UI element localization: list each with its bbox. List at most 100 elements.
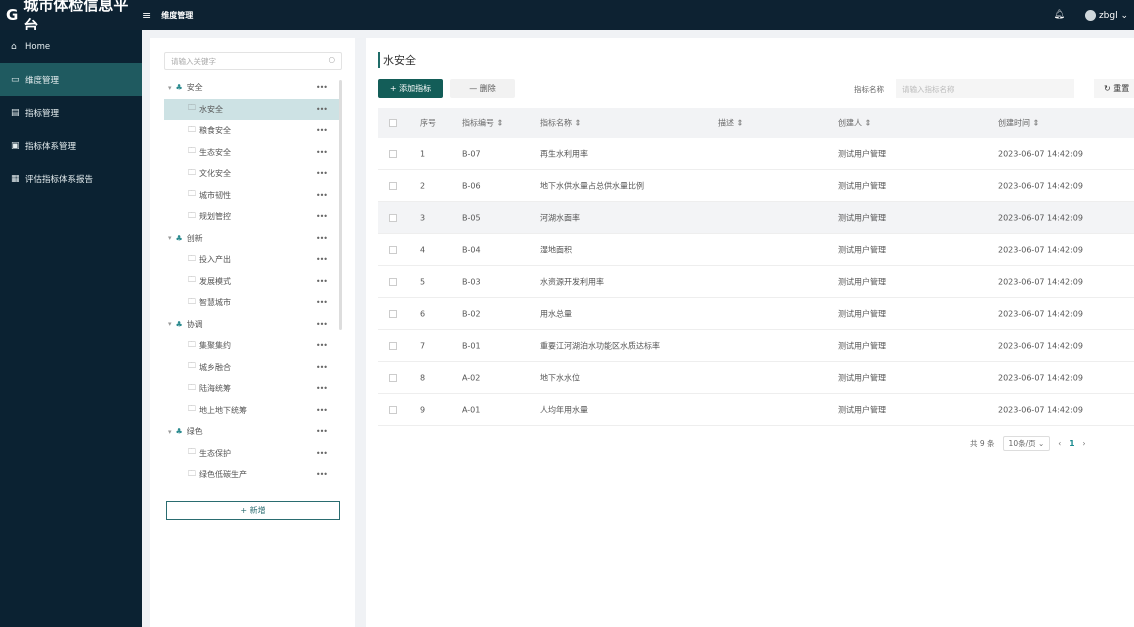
indicator-name-input[interactable]: 请输入指标名称 [896,79,1074,98]
table-cell: B-03 [462,277,481,286]
table-row[interactable]: 1 B-07 再生水利用率 测试用户管理 2023-06-07 14:42:09 [378,138,1134,170]
more-icon[interactable]: ••• [315,212,328,221]
column-header[interactable]: 创建人 ⇕ [838,118,872,128]
tree-node[interactable]: 🗀︎ 发展模式 ••• [164,271,339,292]
more-icon[interactable]: ••• [315,169,328,178]
more-icon[interactable]: ••• [315,427,328,436]
tree-scrollbar[interactable] [339,80,342,330]
next-page-icon[interactable]: › [1082,439,1086,448]
refresh-icon: ↻ [1104,84,1114,93]
more-icon[interactable]: ••• [315,233,328,243]
page-size-select[interactable]: 10条/页 ⌄ [1002,436,1051,451]
sidebar-item-label: 指标体系管理 [25,141,77,152]
select-all-checkbox[interactable] [389,119,397,127]
tree-node[interactable]: 🗀︎ 城市韧性 ••• [164,185,339,206]
delete-button[interactable]: — 删除 [450,79,515,98]
caret-down-icon[interactable]: ▾ [168,83,172,92]
column-header[interactable]: 创建时间 ⇕ [998,118,1040,128]
table-row[interactable]: 7 B-01 重要江河湖泊水功能区水质达标率 测试用户管理 2023-06-07 14:… [378,330,1134,362]
row-checkbox[interactable] [389,245,397,254]
tree-node[interactable]: 🗀︎ 绿色低碳生产 ••• [164,464,339,485]
more-icon[interactable]: ••• [315,276,328,286]
tree-node[interactable]: 🗀︎ 规划管控 ••• [164,206,339,227]
more-icon[interactable]: ••• [315,255,328,264]
tree-node[interactable]: 🗀︎ 地上地下统筹 ••• [164,400,339,421]
more-icon[interactable]: ••• [315,190,328,200]
folder-icon: 🗀︎ [188,124,196,134]
row-checkbox[interactable] [389,181,397,190]
caret-down-icon[interactable]: ▾ [168,427,172,436]
more-icon[interactable]: ••• [315,126,328,135]
table-row[interactable]: 3 B-05 河湖水面率 测试用户管理 2023-06-07 14:42:09 [378,202,1134,234]
sidebar-item-4[interactable]: ▦ 评估指标体系报告 [0,162,142,195]
more-icon[interactable]: ••• [315,470,328,479]
sidebar-item-label: 评估指标体系报告 [25,174,94,185]
tree-node[interactable]: 🗀︎ 投入产出 ••• [164,249,339,270]
tree-node[interactable]: ▾ ♣︎ 创新 ••• [164,228,339,249]
search-icon[interactable]: ○ [328,55,335,64]
tree-node[interactable]: 🗀︎ 集聚集约 ••• [164,335,339,356]
table-row[interactable]: 2 B-06 地下水供水量占总供水量比例 测试用户管理 2023-06-07 14:42… [378,170,1134,202]
column-header[interactable]: 指标名称 ⇕ [540,118,582,128]
row-checkbox[interactable] [389,341,397,350]
table-cell: 测试用户管理 [838,277,886,286]
user-menu[interactable]: zbgl ⌄ [1084,9,1128,21]
prev-page-icon[interactable]: ‹ [1058,439,1062,448]
tree-node[interactable]: ▾ ♣︎ 绿色 ••• [164,421,339,442]
more-icon[interactable]: ••• [315,147,328,157]
tree-node[interactable]: 🗀︎ 粮食安全 ••• [164,120,339,141]
tree-node[interactable]: 🗀︎ 生态安全 ••• [164,142,339,163]
caret-down-icon[interactable]: ▾ [168,320,172,328]
tree-node[interactable]: 🗀︎ 智慧城市 ••• [164,292,339,313]
more-icon[interactable]: ••• [315,83,328,92]
table-row[interactable]: 9 A-01 人均年用水量 测试用户管理 2023-06-07 14:42:09 [378,394,1134,426]
caret-down-icon[interactable]: ▾ [168,234,172,242]
bell-icon[interactable]: 🔔︎ [1053,10,1065,20]
add-node-button[interactable]: + 新增 [166,501,340,520]
table-row[interactable]: 6 B-02 用水总量 测试用户管理 2023-06-07 14:42:09 [378,298,1134,330]
row-checkbox[interactable] [389,373,397,382]
folder-icon: 🗀︎ [188,296,196,306]
column-header[interactable]: 序号 [420,118,436,128]
row-checkbox[interactable] [389,309,397,318]
more-icon[interactable]: ••• [315,362,328,372]
table-cell: B-07 [462,149,481,158]
tree-node[interactable]: 🗀︎ 水安全 ••• [164,98,339,120]
sidebar-item-2[interactable]: ▤ 指标管理 [0,96,142,129]
column-header[interactable]: 描述 ⇕ [718,118,744,128]
more-icon[interactable]: ••• [315,448,328,458]
sidebar-item-1[interactable]: ▭ 维度管理 [0,63,142,96]
sidebar-item-3[interactable]: ▣ 指标体系管理 [0,129,142,162]
more-icon[interactable]: ••• [315,341,328,350]
tree-node[interactable]: 🗀︎ 生态保护 ••• [164,443,339,464]
add-indicator-button[interactable]: + 添加指标 [378,79,443,98]
tree-search-input[interactable]: 请输入关键字 ○ [164,52,342,70]
sidebar-item-0[interactable]: ⌂ Home [0,30,142,63]
tree-node-label: 发展模式 [199,276,231,286]
table-row[interactable]: 8 A-02 地下水水位 测试用户管理 2023-06-07 14:42:09 [378,362,1134,394]
reset-label: 重置 [1113,84,1130,93]
more-icon[interactable]: ••• [315,405,328,415]
tree-node[interactable]: 🗀︎ 城乡融合 ••• [164,357,339,378]
more-icon[interactable]: ••• [315,384,328,393]
table-cell: 2023-06-07 14:42:09 [998,181,1083,190]
table-cell: 2023-06-07 14:42:09 [998,341,1083,350]
table-row[interactable]: 4 B-04 湿地面积 测试用户管理 2023-06-07 14:42:09 [378,234,1134,266]
row-checkbox[interactable] [389,213,397,222]
table-cell: 重要江河湖泊水功能区水质达标率 [540,341,660,350]
row-checkbox[interactable] [389,277,397,286]
tree-node[interactable]: ▾ ♣︎ 安全 ••• [164,77,339,98]
menu-toggle-icon[interactable]: ≡ [142,8,152,22]
reset-button[interactable]: ↻ 重置 [1094,79,1134,98]
page-1[interactable]: 1 [1069,439,1075,448]
row-checkbox[interactable] [389,405,397,414]
tree-node[interactable]: 🗀︎ 陆海统筹 ••• [164,378,339,399]
tree-node[interactable]: ▾ ♣︎ 协调 ••• [164,314,339,335]
more-icon[interactable]: ••• [315,104,328,114]
row-checkbox[interactable] [389,149,397,158]
table-row[interactable]: 5 B-03 水资源开发利用率 测试用户管理 2023-06-07 14:42:09 [378,266,1134,298]
column-header[interactable]: 指标编号 ⇕ [462,118,504,128]
tree-node[interactable]: 🗀︎ 文化安全 ••• [164,163,339,184]
more-icon[interactable]: ••• [315,319,328,329]
more-icon[interactable]: ••• [315,298,328,307]
